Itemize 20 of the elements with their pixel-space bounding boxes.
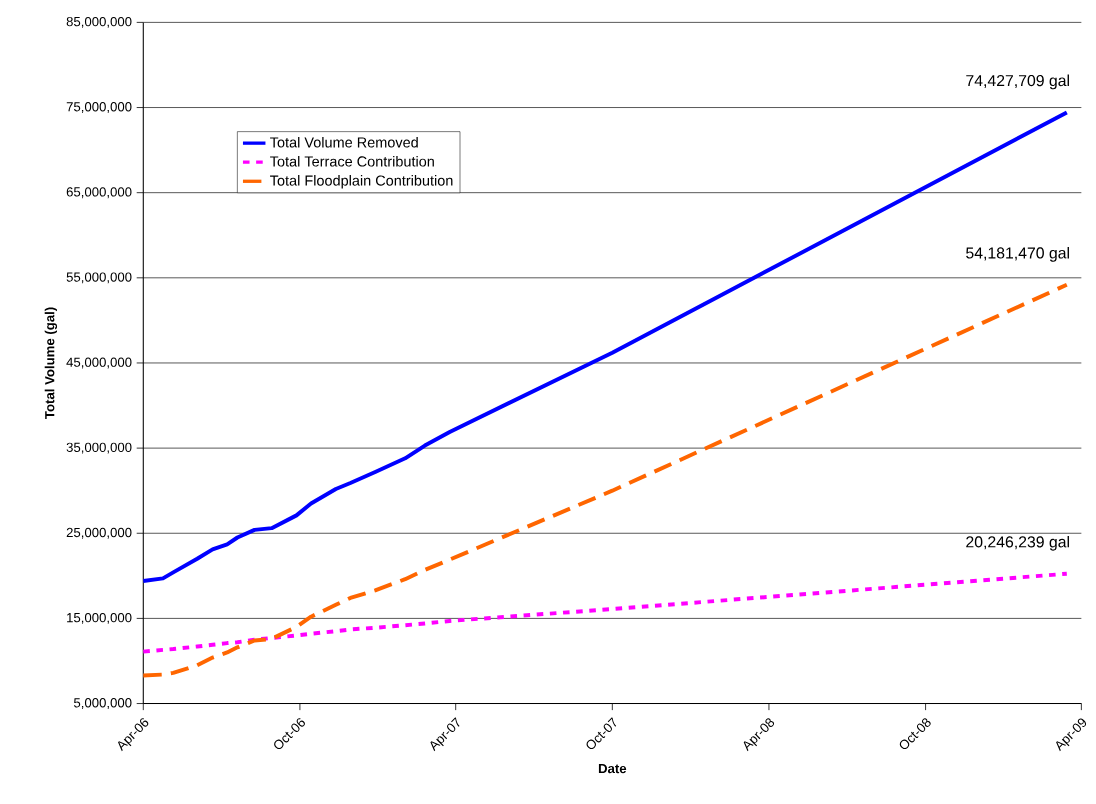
annotation: 54,181,470 gal — [966, 246, 1069, 262]
line-series — [141, 110, 1069, 583]
legend-label: Total Volume Removed — [270, 136, 418, 148]
line-series — [141, 571, 1069, 654]
legend-label: Total Floodplain Contribution — [270, 174, 453, 189]
y-tick-label: 35,000,000 — [66, 442, 132, 454]
y-tick-label: 45,000,000 — [66, 357, 132, 369]
x-axis-title: Date — [598, 763, 627, 774]
y-tick-label: 55,000,000 — [66, 272, 132, 284]
y-axis-title: Total Volume (gal) — [44, 307, 58, 419]
y-tick-label: 65,000,000 — [66, 187, 132, 198]
legend-label: Total Terrace Contribution — [270, 155, 434, 167]
y-tick-label: 15,000,000 — [67, 612, 132, 624]
y-tick-label: 85,000,000 — [66, 16, 132, 28]
y-tick-label: 25,000,000 — [66, 527, 132, 539]
y-tick-label: 5,000,000 — [73, 697, 132, 709]
y-tick-label: 75,000,000 — [66, 101, 132, 113]
annotation: 74,427,709 gal — [966, 74, 1069, 90]
annotation: 20,246,239 gal — [966, 535, 1069, 551]
line-series — [141, 282, 1069, 678]
